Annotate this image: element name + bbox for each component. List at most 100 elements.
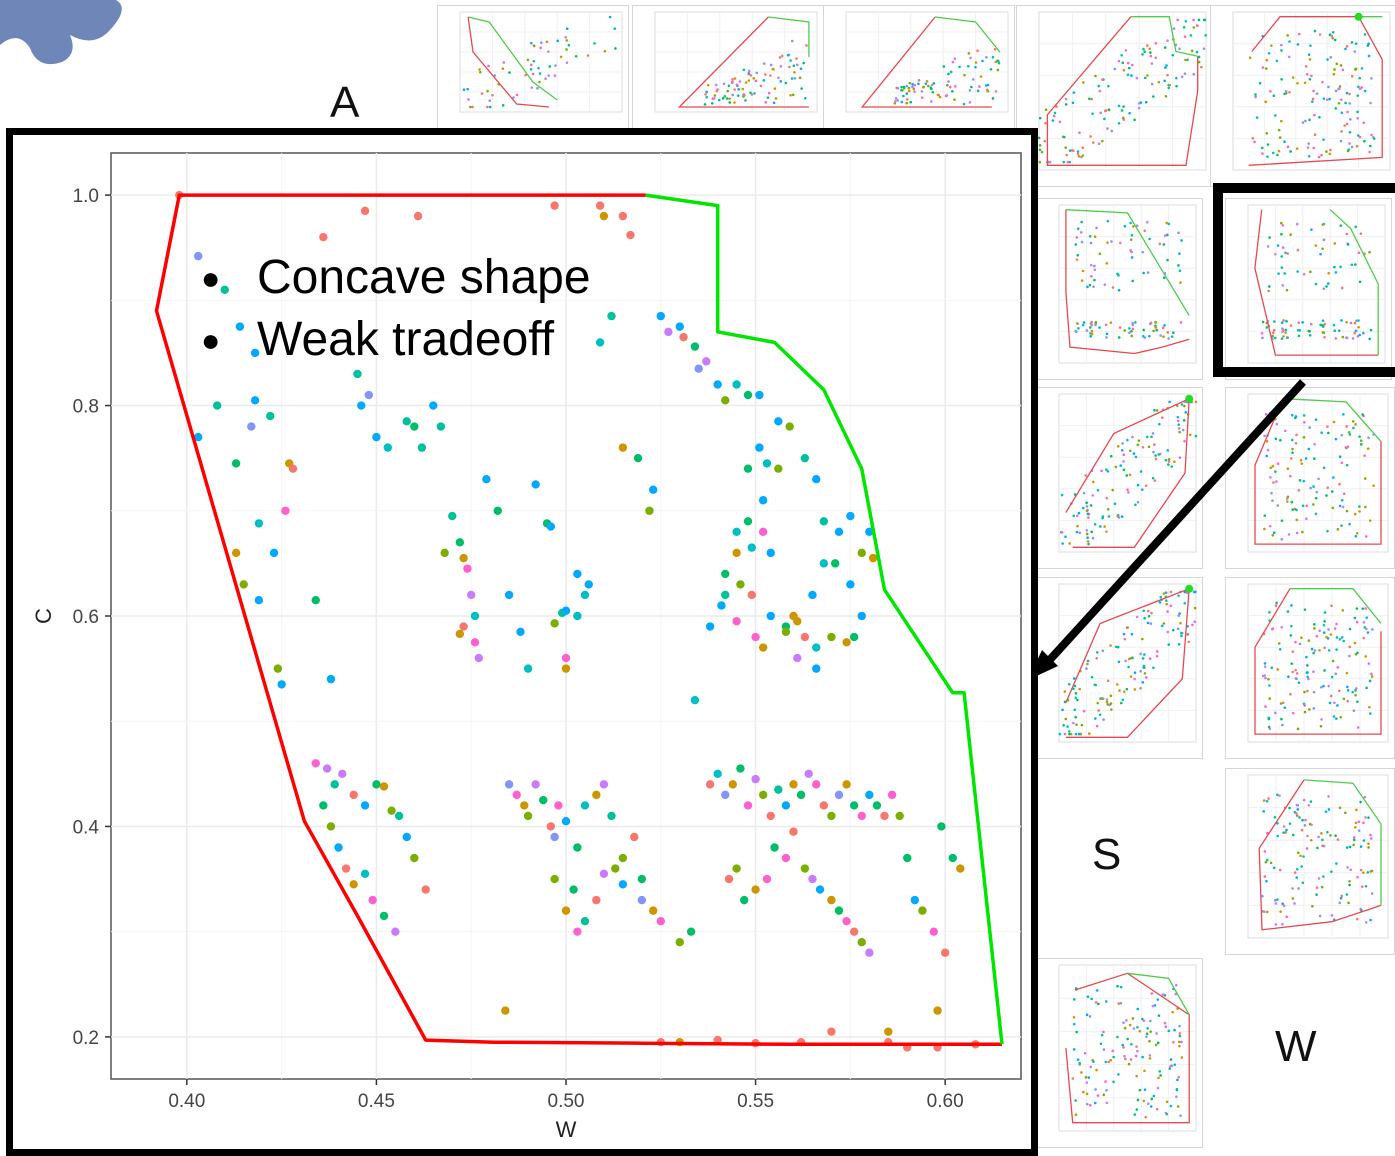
data-point (815, 885, 825, 894)
data-point (656, 916, 665, 926)
thumbnail-chart (1036, 387, 1203, 569)
data-point (713, 380, 722, 389)
data-point (819, 801, 829, 810)
data-point (732, 548, 741, 558)
data-point (751, 632, 760, 642)
data-point (281, 506, 290, 515)
hull-pareto-line (645, 193, 1004, 1045)
data-point (747, 590, 756, 600)
data-point (501, 1006, 510, 1015)
data-point (561, 906, 571, 915)
data-point (573, 569, 582, 579)
data-point (235, 322, 245, 331)
data-point (872, 801, 882, 810)
data-point (459, 553, 468, 563)
data-point (341, 864, 351, 873)
data-point (387, 806, 396, 815)
data-point (781, 627, 791, 636)
data-point (774, 785, 783, 794)
data-point (887, 790, 897, 800)
data-point (269, 548, 279, 558)
data-point (656, 311, 665, 321)
data-point (360, 801, 370, 810)
data-point (599, 211, 609, 221)
main-chart-frame: 0.40 0.45 0.50 0.55 0.60 0.2 0.4 0.6 0.8 1.0 W C ● … (6, 128, 1038, 1156)
data-point (580, 801, 590, 810)
data-point (239, 580, 248, 589)
data-point (717, 601, 726, 610)
data-point (595, 338, 605, 347)
data-point (546, 822, 556, 831)
data-point (846, 511, 855, 521)
data-point (580, 916, 590, 926)
data-points (175, 190, 980, 1052)
thumbnail-chart (1210, 5, 1395, 187)
data-point (561, 664, 571, 673)
bullet-icon: ● (201, 322, 221, 358)
annotation-item: ● Weak tradeoff (201, 309, 591, 371)
data-point (569, 885, 578, 894)
data-point (330, 780, 339, 789)
gridlines (111, 153, 1021, 1079)
pointer-arrow (1028, 379, 1306, 680)
data-point (448, 511, 457, 521)
data-point (410, 853, 419, 863)
data-point (785, 422, 794, 431)
data-point (895, 811, 904, 821)
data-point (721, 590, 730, 600)
data-point (326, 822, 336, 831)
data-point (724, 874, 734, 884)
data-point (436, 422, 446, 431)
data-point (812, 475, 821, 484)
data-point (743, 801, 753, 810)
annotation-text: Weak tradeoff (257, 313, 555, 366)
thumbnail-chart (437, 5, 629, 129)
data-point (250, 396, 260, 405)
data-point (713, 769, 722, 779)
data-point (732, 864, 741, 873)
data-point (338, 769, 347, 779)
data-point (319, 801, 328, 810)
data-point (580, 590, 590, 600)
data-point (743, 517, 753, 526)
data-point (247, 422, 256, 431)
thumbnail-chart (1225, 577, 1395, 759)
annotation-text: Concave shape (257, 251, 591, 304)
data-point (455, 538, 465, 547)
data-point (827, 895, 836, 905)
data-point (819, 559, 829, 568)
highlight-box (1213, 183, 1395, 377)
main-scatter-chart: 0.40 0.45 0.50 0.55 0.60 0.2 0.4 0.6 0.8 1.0 W C (31, 152, 1022, 1142)
data-point (865, 948, 874, 957)
data-point (523, 811, 533, 821)
data-point (212, 401, 222, 410)
data-point (322, 764, 332, 773)
data-point (592, 895, 601, 905)
data-point (349, 880, 358, 889)
optimum-marker (1185, 394, 1194, 403)
data-point (417, 443, 427, 452)
optimum-marker (1354, 12, 1363, 21)
data-point (550, 619, 559, 628)
data-point (649, 485, 658, 494)
data-point (394, 811, 404, 821)
data-point (531, 780, 540, 789)
data-point (812, 664, 821, 673)
data-point (732, 380, 741, 389)
data-point (694, 364, 703, 373)
x-axis-label: W (556, 1117, 577, 1142)
data-point (789, 827, 798, 836)
x-tick-label: 0.55 (737, 1091, 774, 1112)
data-point (516, 627, 525, 636)
data-point (402, 832, 411, 842)
data-point (948, 853, 957, 863)
data-point (702, 357, 711, 366)
data-point (599, 869, 609, 879)
data-point (626, 230, 635, 240)
data-point (884, 1027, 893, 1036)
data-point (504, 780, 514, 789)
data-point (618, 443, 628, 452)
data-point (690, 342, 700, 351)
data-point (250, 348, 260, 358)
data-point (504, 590, 514, 600)
